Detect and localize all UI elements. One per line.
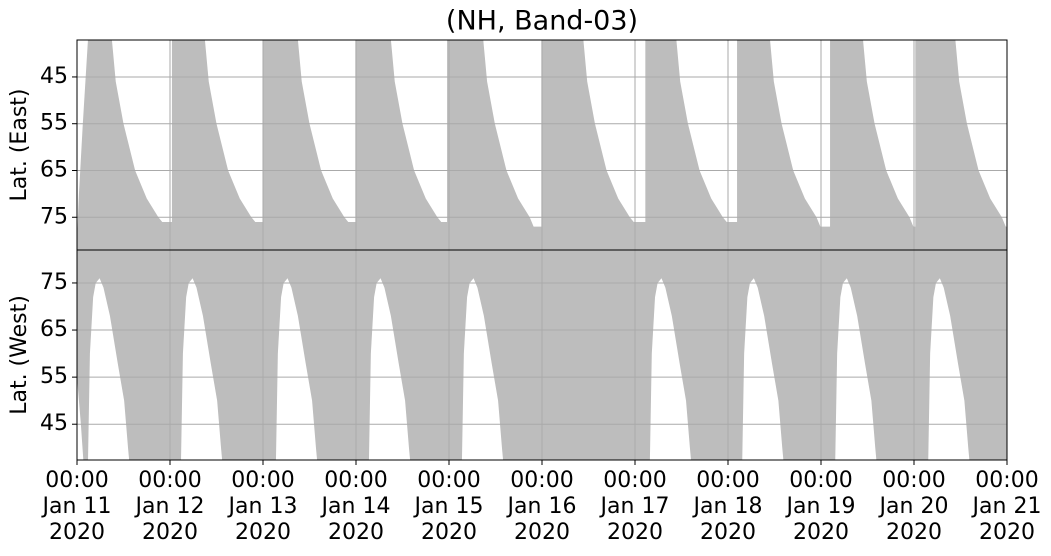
x-tick-label: 00:00 Jan 14 2020 — [321, 468, 391, 545]
x-tick-label: 00:00 Jan 13 2020 — [228, 468, 298, 545]
y-axis-label: Lat. (West) — [7, 295, 32, 415]
x-tick-label: 00:00 Jan 16 2020 — [507, 468, 577, 545]
y-tick-label: 45 — [40, 64, 68, 89]
x-tick-label: 00:00 Jan 19 2020 — [786, 468, 856, 545]
x-tick-label: 00:00 Jan 21 2020 — [972, 468, 1042, 545]
y-tick-label: 65 — [40, 157, 68, 182]
y-tick-label: 55 — [40, 111, 68, 136]
y-tick-label: 55 — [40, 364, 68, 389]
x-tick-label: 00:00 Jan 20 2020 — [879, 468, 949, 545]
y-tick-label: 65 — [40, 317, 68, 342]
y-axis-label: Lat. (East) — [7, 89, 32, 202]
x-tick-label: 00:00 Jan 18 2020 — [693, 468, 763, 545]
x-tick-label: 00:00 Jan 15 2020 — [414, 468, 484, 545]
x-tick-label: 00:00 Jan 17 2020 — [600, 468, 670, 545]
x-tick-label: 00:00 Jan 11 2020 — [42, 468, 112, 545]
y-tick-label: 45 — [40, 411, 68, 436]
chart-title: (NH, Band-03) — [446, 6, 638, 37]
y-tick-label: 75 — [40, 270, 68, 295]
x-tick-label: 00:00 Jan 12 2020 — [135, 468, 205, 545]
y-tick-label: 75 — [40, 204, 68, 229]
